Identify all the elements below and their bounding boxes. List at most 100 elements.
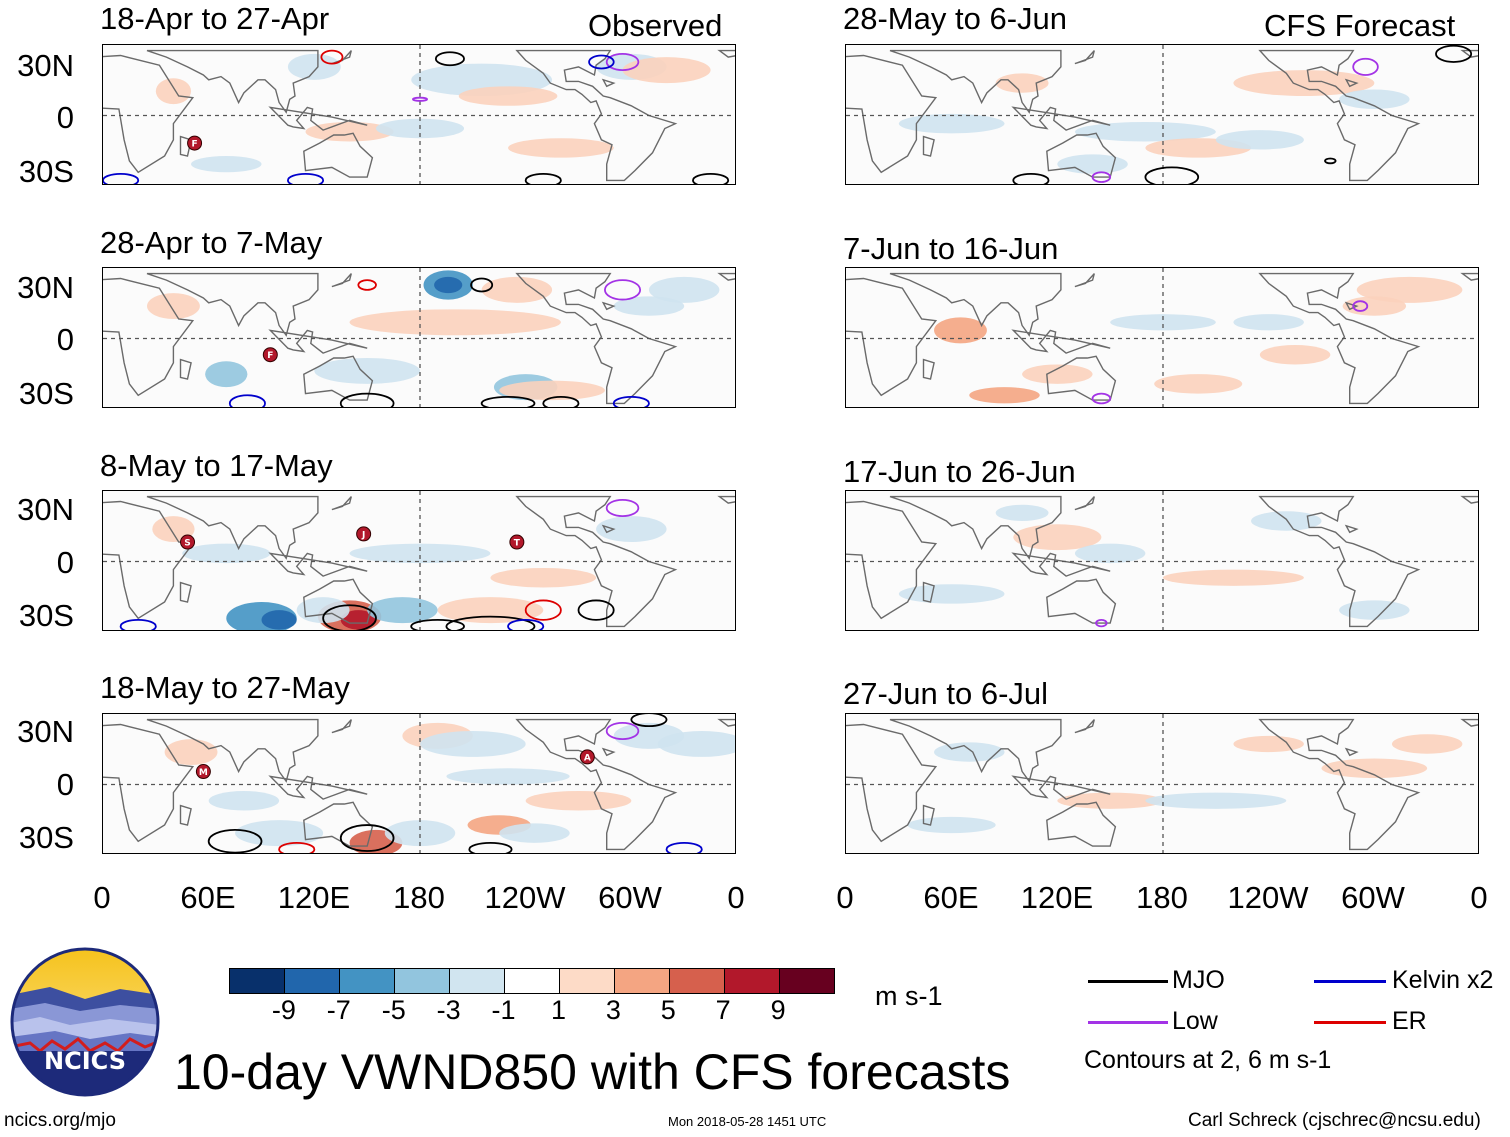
- wave-contour: [320, 49, 344, 65]
- wave-contour: [1144, 166, 1200, 184]
- lat-label-eq: 0: [56, 545, 74, 580]
- coastline: [889, 272, 1062, 337]
- anomaly-shading: [995, 73, 1049, 93]
- anomaly-shading: [1163, 569, 1304, 586]
- colorbar: [229, 968, 835, 994]
- coastline: [717, 272, 735, 281]
- wave-contour: [480, 395, 536, 407]
- colorbar-swatch: [780, 969, 834, 993]
- lat-label-30s: 30S: [18, 376, 74, 411]
- map-svg: SJT: [103, 491, 735, 630]
- lon-label: 120E: [1020, 880, 1094, 915]
- anomaly-shading: [934, 742, 1005, 762]
- colorbar-swatch: [725, 969, 780, 993]
- anomaly-shading: [1339, 89, 1410, 110]
- lon-label: 0: [93, 880, 111, 915]
- coastline: [103, 500, 195, 620]
- coastline: [515, 495, 678, 628]
- logo-text: NCICS: [44, 1047, 126, 1075]
- colorbar-swatch: [505, 969, 560, 993]
- coastline: [515, 49, 678, 182]
- coastline: [103, 723, 195, 843]
- anomaly-shading: [596, 516, 667, 543]
- lon-label: 60W: [598, 880, 662, 915]
- wave-contour: [228, 394, 266, 407]
- lat-label-30s: 30S: [18, 154, 74, 189]
- lat-label-30s: 30S: [18, 820, 74, 855]
- anomaly-shading: [1251, 511, 1322, 531]
- lon-label: 120W: [1227, 880, 1309, 915]
- anomaly-shading: [525, 790, 632, 811]
- lat-label-30n: 30N: [17, 48, 74, 83]
- coastline: [146, 718, 319, 783]
- legend-er-label: ER: [1392, 1007, 1427, 1035]
- colorbar-tick-label: 3: [605, 995, 621, 1025]
- anomaly-shading: [155, 78, 192, 105]
- wave-contour: [630, 714, 668, 728]
- panel-title-5: 28-May to 6-Jun: [843, 1, 1067, 36]
- coastline: [717, 718, 735, 727]
- lon-label: 0: [727, 880, 745, 915]
- map-panel-7: [845, 490, 1479, 631]
- coastline: [515, 718, 678, 851]
- lat-label-eq: 0: [56, 767, 74, 802]
- coastline: [146, 272, 319, 337]
- coastline: [146, 495, 319, 560]
- colorbar-units: m s-1: [875, 981, 943, 1011]
- wave-contour: [1091, 171, 1112, 183]
- anomaly-shading: [1057, 154, 1128, 174]
- lat-label-eq: 0: [56, 322, 74, 357]
- anomaly-shading: [458, 86, 558, 106]
- wave-contour: [542, 395, 580, 407]
- wave-contour: [605, 498, 640, 517]
- wave-contour: [1095, 618, 1108, 628]
- lon-label: 180: [1136, 880, 1188, 915]
- coastline: [303, 355, 374, 401]
- map-panel-8: [845, 713, 1479, 854]
- footer-url[interactable]: ncics.org/mjo: [4, 1110, 116, 1131]
- coastline: [179, 135, 192, 157]
- wave-contour: [410, 618, 465, 630]
- map-svg: [846, 491, 1478, 630]
- anomaly-shading: [208, 790, 280, 811]
- anomaly-shading: [191, 156, 262, 173]
- wave-contour: [1352, 57, 1379, 76]
- coastline: [331, 273, 352, 288]
- coastline: [1258, 718, 1421, 851]
- coastline: [717, 49, 735, 58]
- anomaly-shading: [182, 543, 271, 564]
- lon-label: 120W: [484, 880, 566, 915]
- wave-contour: [588, 54, 615, 70]
- forecast-column-title: CFS Forecast: [1264, 8, 1456, 43]
- colorbar-tick-label: -1: [491, 995, 516, 1025]
- coastline: [601, 747, 616, 757]
- coastline: [268, 775, 368, 800]
- storm-letter: F: [191, 140, 197, 150]
- map-svg: F: [103, 268, 735, 407]
- colorbar-tick-label: 1: [550, 995, 566, 1025]
- wave-contour: [434, 51, 465, 67]
- wave-contour: [322, 604, 377, 630]
- anomaly-shading: [147, 293, 200, 320]
- wave-contour: [524, 599, 562, 621]
- coastline: [1011, 552, 1111, 577]
- coastline: [179, 358, 192, 380]
- lat-label-30n: 30N: [17, 492, 74, 527]
- coastline: [846, 723, 938, 843]
- anomaly-shading: [367, 597, 438, 624]
- wave-contour: [1091, 392, 1112, 405]
- map-svg: MA: [103, 714, 735, 853]
- wave-contour: [665, 841, 703, 853]
- colorbar-swatch: [560, 969, 615, 993]
- wave-contour: [412, 96, 428, 102]
- wave-contour: [1012, 172, 1050, 184]
- coastline: [1074, 496, 1095, 511]
- anomaly-shading: [1145, 792, 1287, 809]
- coastline: [601, 78, 616, 88]
- wave-contour: [604, 279, 642, 301]
- wave-contour: [612, 395, 650, 407]
- wave-contour: [287, 172, 325, 184]
- coastline: [1046, 355, 1117, 401]
- anomaly-shading: [934, 317, 987, 344]
- anomaly-shading: [969, 387, 1040, 404]
